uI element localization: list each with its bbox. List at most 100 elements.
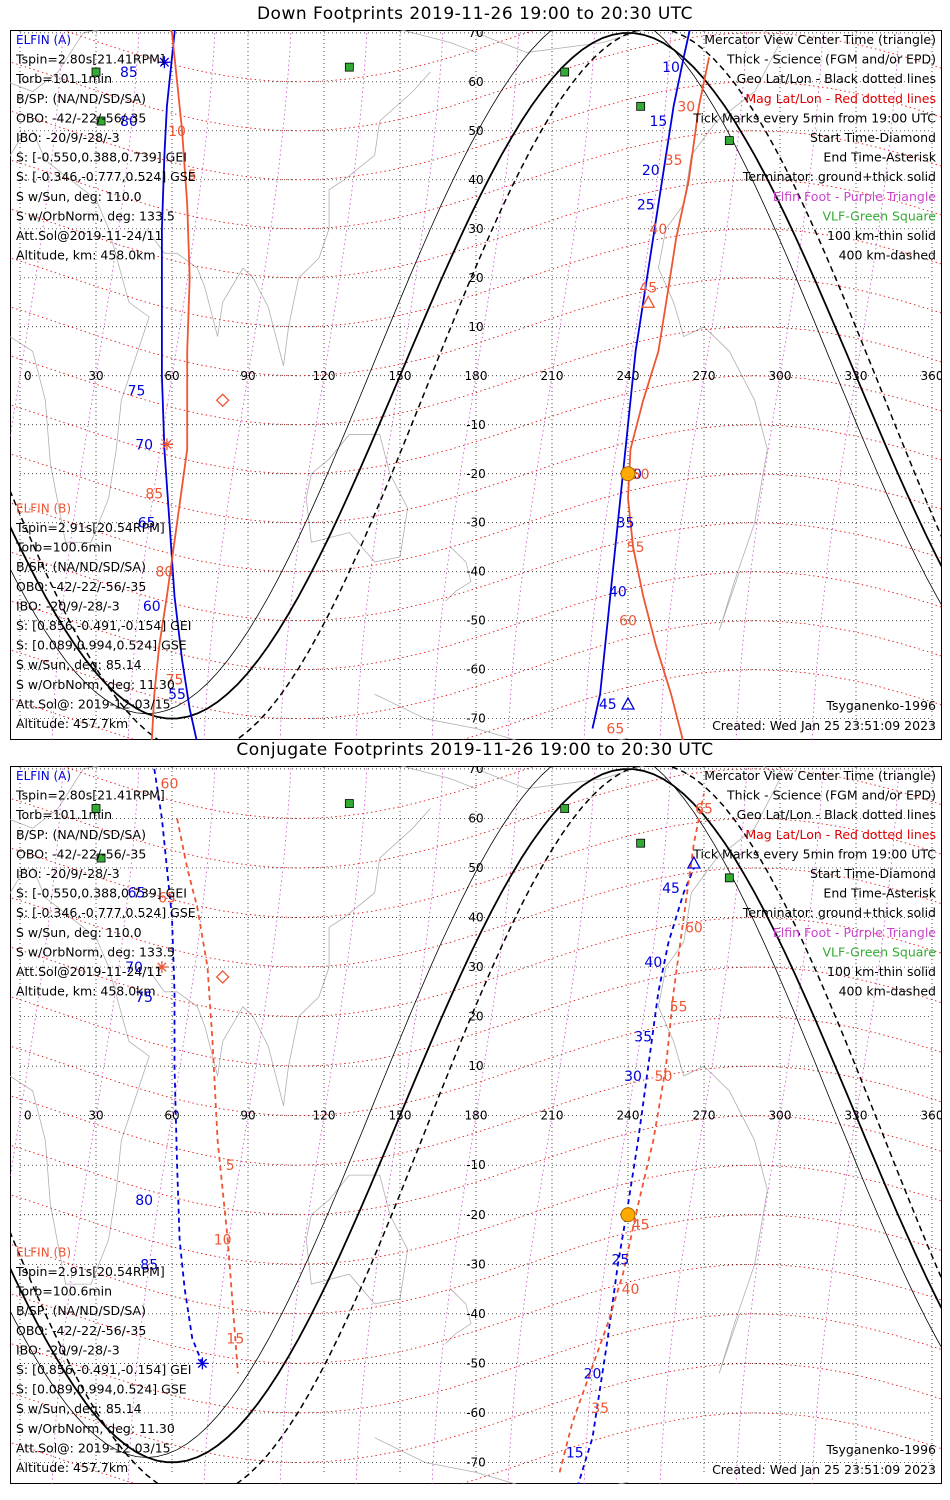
lat-tick-label: -50 [466,1356,486,1370]
mag-lon-line [127,766,216,1484]
mag-lon-line [51,766,140,1484]
asterisk-stroke [159,57,170,67]
mag-lat-line [10,966,942,1067]
elfin-b-end-asterisk [155,961,168,974]
elfin-b-tick-label: 40 [649,222,667,238]
vlf-station-square [344,62,354,72]
elfin-b-info-line: B/SP: (NA/ND/SD/SA) [16,1303,146,1318]
elfin-a-end-asterisk [196,1357,209,1370]
lat-tick-label: -70 [466,712,486,726]
model-label: Tsyganenko-1996 [825,1442,936,1457]
elfin-a-info-line: Tspin=2.80s[21.41RPM] [15,788,165,803]
elfin-a-tick-label: 25 [637,197,655,213]
elfin-b-tick-label: 45 [632,1218,650,1234]
lon-tick-label: 360 [921,369,942,383]
elfin-a-tick-label: 15 [566,1446,584,1462]
geo-grid [19,766,933,1473]
elfin-b-info-line: S w/OrbNorm, deg: 11.30 [16,677,175,692]
elfin-a-info-line: OBO: -42/-22/-56/-35 [16,110,146,125]
elfin-a-tick-label: 70 [125,960,143,976]
lat-tick-label: 20 [468,1010,483,1024]
elfin-b-title: ELFIN (B) [16,501,71,515]
legend-line: Tick Marks every 5min from 19:00 UTC [692,846,936,861]
lat-tick-label: 40 [468,173,483,187]
elfin-a-title: ELFIN (A) [16,33,71,47]
elfin-b-tick-label: 75 [166,673,184,689]
lat-tick-label: 10 [468,1059,483,1073]
lat-tick-label: -10 [466,1158,486,1172]
elfin-a-tick-label: 45 [662,881,680,897]
elfin-a-info-line: IBO: -20/9/-28/-3 [16,866,120,881]
elfin-a-info-line: S: [-0.550,0.388,0.739] GEI [16,886,187,901]
elfin-a-info-line: S w/Sun, deg: 110.0 [16,925,142,940]
lon-tick-label: 270 [693,1109,716,1123]
mag-lat-line [10,179,942,279]
lon-tick-label: 330 [845,369,868,383]
lat-tick-label: -60 [466,663,486,677]
elfin-b-end-asterisk [160,438,173,451]
elfin-a-tick-label: 85 [140,1257,158,1273]
legend-line: 400 km-dashed [839,984,936,999]
mag-lat-line [10,375,942,475]
coastline-0 [475,30,781,631]
lat-tick-label: 30 [468,960,483,974]
lat-tick-label: -10 [466,418,486,432]
vlf-station-square [560,67,570,77]
elfin-b-tick-label: 40 [622,1282,640,1298]
vlf-station-square [724,136,734,146]
mag-lat-line [10,130,942,230]
elfin-b-title: ELFIN (B) [16,1245,71,1259]
elfin-a-tick-label: 65 [138,516,156,532]
coastlines [10,766,781,1484]
mag-lon-line [659,766,748,1484]
mag-lon-line [10,766,64,1181]
elfin-a-info-line: Tspin=2.80s[21.41RPM] [15,52,165,67]
down-footprints-map: 0 30 60 90 120 150 180 210 240 270 300 330 360 70 60 50… [10,30,942,740]
elfin-a-info-line: S w/OrbNorm, deg: 133.5 [16,208,175,223]
asterisk-stroke [197,1358,208,1369]
elfin-a-info-line: Att.Sol@2019-11-24/11 [16,964,162,979]
elfin-b-tick-label: 35 [665,153,683,169]
map-frame [10,766,942,1484]
legend-line: Terminator: ground+thick solid [742,169,936,184]
mag-lon-line [355,766,444,1484]
elfin-b-info-line: IBO: -20/9/-28/-3 [16,1342,120,1357]
lat-tick-label: -40 [466,565,486,579]
elfin-a-tick-label: 60 [143,599,161,615]
elfin-b-info-line: Altitude: 457.7km [16,716,128,731]
elfin-a-info-line: S w/Sun, deg: 110.0 [16,189,142,204]
lat-tick-label: -50 [466,614,486,628]
elfin-a-tick-label: 70 [135,437,153,453]
elfin-a-info-line: Torb=101.1min [15,807,112,822]
elfin-b-start-diamond [215,393,230,408]
legend-line: 100 km-thin solid [827,964,936,979]
elfin-a-info-line: Torb=101.1min [15,71,112,86]
elfin-a-info-line: IBO: -20/9/-28/-3 [16,130,120,145]
elfin-a-center-triangle [620,696,636,710]
vlf-station-square [724,873,734,883]
elfin-a-center-triangle [686,855,701,869]
mag-lon-line [279,766,368,1484]
lon-tick-label: 30 [88,369,103,383]
terminator-100km [10,766,942,1458]
lon-tick-label: 300 [769,1109,792,1123]
elfin-b-info-line: S w/Sun, deg: 85.14 [16,657,142,672]
legend-line: End Time-Asterisk [823,150,936,165]
geo-grid [19,30,933,729]
conjugate-footprints-map: 0 30 60 90 120 150 180 210 240 270 300 330 360 70 60 50… [10,766,942,1484]
mag-lat-line [60,766,537,819]
mag-lon-line [583,766,672,1484]
coastline-4 [305,434,409,563]
elfin-a-info-line: S: [-0.550,0.388,0.739] GEI [16,150,187,165]
elfin-b-tick-label: 35 [591,1401,609,1417]
mag-lon-line [431,766,520,1484]
elfin-b-tick-label: 15 [226,1332,244,1348]
elfin-a-info-line: Altitude, km: 458.0km [16,248,156,263]
mag-lat-line [10,522,942,622]
lat-tick-label: 70 [468,766,483,776]
lon-tick-label: 0 [24,1109,32,1123]
legend-line: Geo Lat/Lon - Black dotted lines [737,807,936,822]
terminator-400km [10,766,942,1484]
elfin-a-track [591,30,691,729]
lat-tick-label: -30 [466,516,486,530]
